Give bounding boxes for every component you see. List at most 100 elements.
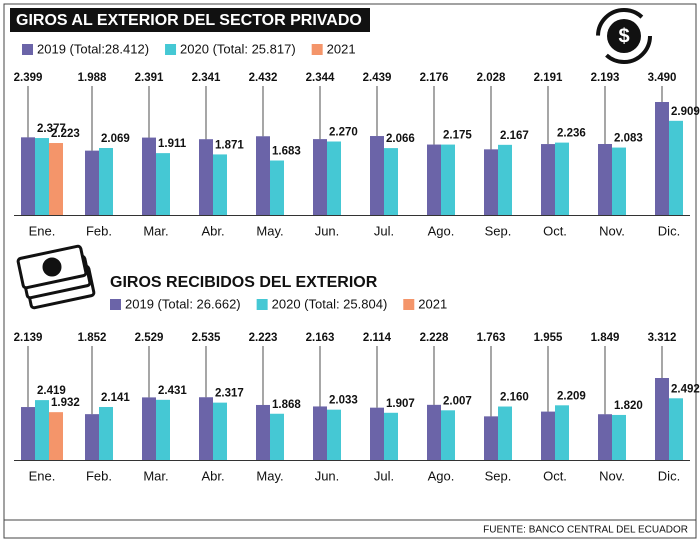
bar	[555, 142, 569, 215]
bar	[313, 406, 327, 460]
value-label: 2.399	[14, 72, 43, 84]
value-label: 2.175	[443, 130, 472, 142]
x-tick-label: Ago.	[428, 223, 455, 238]
value-label: 2.377	[37, 123, 66, 135]
value-label: 2.909	[671, 106, 700, 118]
x-tick-label: Sep.	[485, 223, 512, 238]
value-label: 2.209	[557, 390, 586, 402]
x-tick-label: Ene.	[29, 223, 56, 238]
bar	[313, 139, 327, 215]
bar	[441, 410, 455, 460]
bar	[427, 144, 441, 215]
bar	[541, 411, 555, 460]
value-label: 1.683	[272, 146, 301, 158]
x-tick-label: Jun.	[315, 223, 340, 238]
value-label: 2.419	[37, 385, 66, 397]
bar	[35, 138, 49, 215]
value-label: 1.988	[78, 72, 107, 84]
bar	[498, 406, 512, 460]
bar	[370, 136, 384, 215]
legend-label: 2019 (Total: 26.662)	[125, 296, 241, 311]
money-cycle-icon: $	[596, 8, 652, 64]
bar	[484, 149, 498, 215]
value-label: 1.871	[215, 139, 244, 151]
bar	[21, 137, 35, 215]
bar	[142, 397, 156, 460]
bar	[384, 412, 398, 460]
bar	[598, 414, 612, 460]
value-label: 2.176	[420, 72, 449, 84]
value-label: 2.083	[614, 133, 643, 145]
chart-title: GIROS RECIBIDOS DEL EXTERIOR	[110, 274, 378, 291]
bar	[598, 143, 612, 215]
x-tick-label: Mar.	[143, 223, 168, 238]
bar	[213, 402, 227, 460]
value-label: 2.028	[477, 72, 506, 84]
x-tick-label: Feb.	[86, 468, 112, 483]
value-label: 2.223	[51, 128, 80, 140]
value-label: 2.139	[14, 332, 43, 344]
bar	[199, 397, 213, 460]
legend-swatch	[110, 299, 121, 310]
value-label: 1.849	[591, 332, 620, 344]
bar	[555, 405, 569, 460]
value-label: 2.432	[249, 72, 278, 84]
legend-label: 2021	[418, 296, 447, 311]
value-label: 3.312	[648, 332, 677, 344]
bar	[85, 150, 99, 215]
bar	[669, 398, 683, 460]
bar	[541, 144, 555, 215]
bar	[199, 139, 213, 215]
bar	[99, 406, 113, 460]
x-tick-label: Abr.	[201, 468, 224, 483]
x-tick-label: Jul.	[374, 468, 394, 483]
bar	[384, 148, 398, 215]
bar	[612, 147, 626, 215]
bar	[49, 412, 63, 460]
value-label: 2.069	[101, 133, 130, 145]
bar	[270, 413, 284, 460]
value-label: 2.529	[135, 332, 164, 344]
x-tick-label: Oct.	[543, 223, 567, 238]
x-tick-label: Mar.	[143, 468, 168, 483]
x-tick-label: Jun.	[315, 468, 340, 483]
value-label: 1.911	[158, 138, 187, 150]
bar	[213, 154, 227, 215]
value-label: 2.223	[249, 332, 278, 344]
bar	[99, 148, 113, 215]
bar	[441, 144, 455, 215]
x-tick-label: Ago.	[428, 468, 455, 483]
value-label: 2.236	[557, 128, 586, 140]
bar	[370, 407, 384, 460]
value-label: 1.907	[386, 398, 415, 410]
value-label: 2.391	[135, 72, 164, 84]
legend-swatch	[256, 299, 268, 310]
x-tick-label: Oct.	[543, 468, 567, 483]
bar	[142, 137, 156, 215]
value-label: 2.535	[192, 332, 221, 344]
value-label: 2.431	[158, 385, 187, 397]
bar	[156, 153, 170, 215]
bar	[35, 400, 49, 460]
legend-swatch	[311, 44, 323, 55]
value-label: 2.193	[591, 72, 620, 84]
value-label: 1.932	[51, 397, 80, 409]
value-label: 2.141	[101, 392, 130, 404]
value-label: 2.191	[534, 72, 563, 84]
bar	[612, 414, 626, 460]
bar	[327, 409, 341, 460]
legend-label: 2021	[327, 41, 356, 56]
bar	[85, 414, 99, 460]
bar	[327, 141, 341, 215]
bar	[270, 160, 284, 215]
x-tick-label: Jul.	[374, 223, 394, 238]
value-label: 2.492	[671, 383, 700, 395]
x-tick-label: Dic.	[658, 223, 680, 238]
bar	[498, 144, 512, 215]
legend-label: 2020 (Total: 25.817)	[180, 41, 296, 56]
bar	[427, 404, 441, 460]
chart-title: GIROS AL EXTERIOR DEL SECTOR PRIVADO	[16, 12, 362, 29]
x-tick-label: Feb.	[86, 223, 112, 238]
bar	[256, 136, 270, 215]
x-tick-label: Sep.	[485, 468, 512, 483]
